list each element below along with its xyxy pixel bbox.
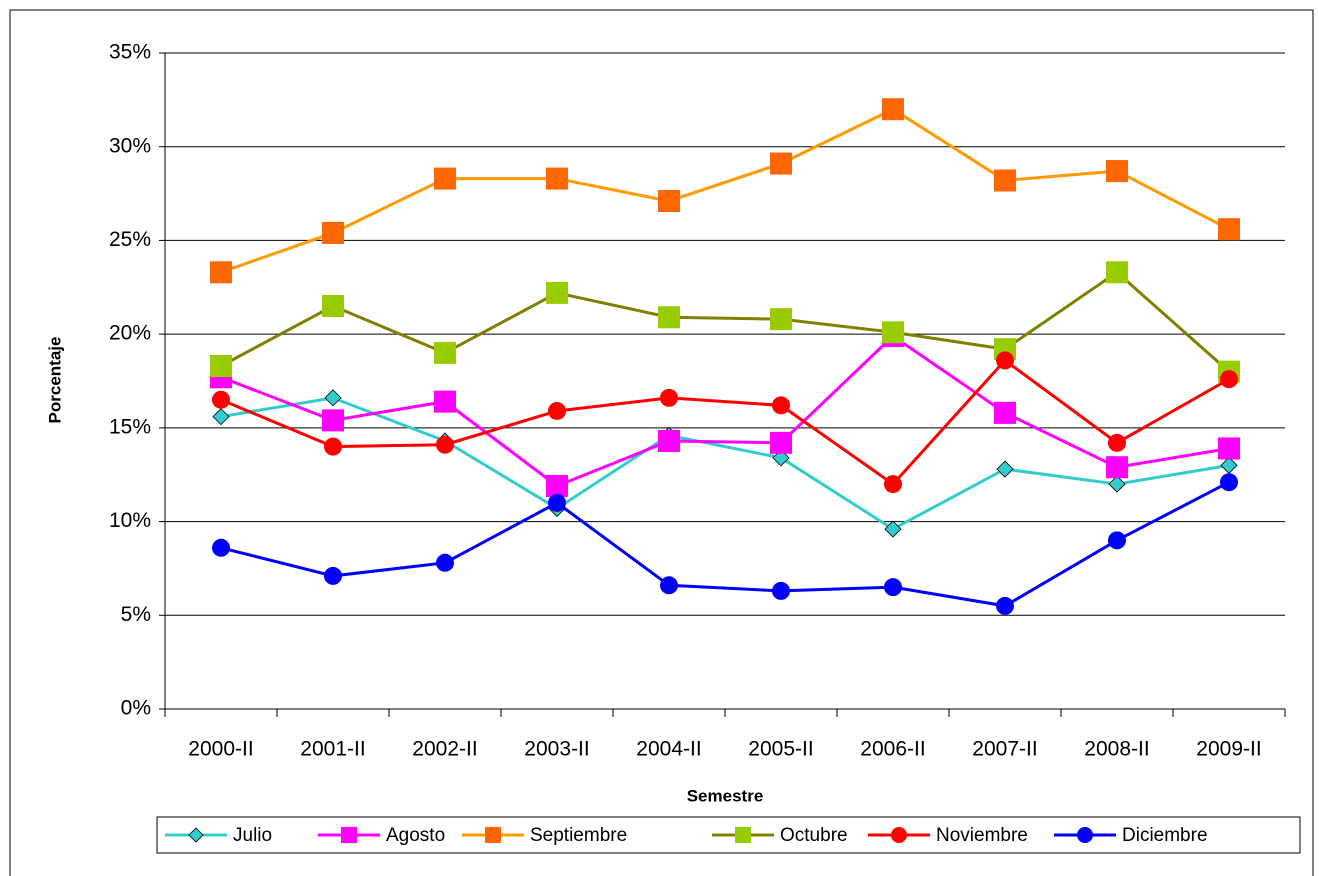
data-point (434, 341, 456, 364)
data-point (996, 460, 1014, 478)
data-point (770, 152, 792, 175)
data-point (1218, 218, 1240, 241)
series-line (220, 358, 1230, 487)
data-point (882, 98, 904, 121)
data-point (322, 409, 344, 432)
data-point (546, 474, 568, 497)
y-tick-label: 35% (109, 41, 151, 64)
data-point (324, 389, 342, 407)
x-tick-label: 2003-II (524, 738, 589, 761)
data-point (1220, 473, 1238, 492)
data-point (546, 167, 568, 190)
y-tick-label: 10% (109, 509, 151, 532)
data-point (548, 493, 566, 512)
legend-label: Septiembre (530, 825, 627, 846)
data-point (436, 435, 454, 454)
data-point (322, 221, 344, 244)
legend-label: Diciembre (1122, 825, 1208, 846)
data-point (994, 401, 1016, 424)
data-point (770, 308, 792, 331)
data-point (884, 578, 902, 597)
data-point (772, 581, 790, 600)
x-axis-title: Semestre (687, 786, 764, 805)
data-point (882, 321, 904, 344)
data-point (1108, 531, 1126, 550)
data-point (660, 388, 678, 407)
series-line (220, 107, 1230, 274)
data-point (1108, 433, 1126, 452)
y-tick-label: 0% (121, 697, 151, 720)
data-point (436, 553, 454, 572)
data-point (994, 169, 1016, 192)
x-tick-label: 2002-II (412, 738, 477, 761)
y-tick-label: 30% (109, 134, 151, 157)
data-point (1106, 160, 1128, 183)
series-line (220, 396, 1230, 531)
data-point (884, 475, 902, 494)
data-point (658, 306, 680, 329)
data-point (996, 596, 1014, 615)
legend-marker (341, 827, 357, 843)
data-point (770, 431, 792, 454)
data-point (434, 167, 456, 190)
legend-label: Octubre (780, 825, 848, 846)
legend-label: Noviembre (936, 825, 1028, 846)
data-point (324, 437, 342, 456)
x-tick-label: 2004-II (636, 738, 701, 761)
data-point (658, 429, 680, 452)
data-point (772, 396, 790, 415)
x-tick-label: 2005-II (748, 738, 813, 761)
series-line (220, 270, 1230, 373)
x-tick-label: 2000-II (188, 738, 253, 761)
legend-marker (891, 827, 907, 843)
data-point (1220, 370, 1238, 389)
y-tick-label: 25% (109, 228, 151, 251)
data-point (210, 355, 232, 378)
legend-label: Agosto (386, 825, 445, 846)
y-axis-title: Porcentaje (45, 337, 64, 424)
data-point (996, 351, 1014, 370)
data-point (434, 390, 456, 413)
legend-label: Julio (233, 825, 272, 846)
x-tick-label: 2009-II (1196, 738, 1261, 761)
data-point (1106, 456, 1128, 479)
legend-marker (485, 827, 501, 843)
data-point (210, 261, 232, 284)
data-point (322, 295, 344, 318)
x-tick-label: 2008-II (1084, 738, 1149, 761)
legend-marker (1077, 827, 1093, 843)
x-tick-label: 2001-II (300, 738, 365, 761)
y-tick-label: 20% (109, 322, 151, 345)
x-tick-label: 2006-II (860, 738, 925, 761)
series-line (220, 480, 1230, 608)
series-line (220, 334, 1230, 488)
y-tick-label: 5% (121, 603, 151, 626)
y-tick-label: 15% (109, 415, 151, 438)
data-point (548, 401, 566, 420)
data-point (1106, 261, 1128, 284)
data-point (660, 576, 678, 595)
data-point (212, 408, 230, 426)
data-point (324, 566, 342, 585)
data-point (212, 538, 230, 557)
data-point (658, 190, 680, 213)
data-point (884, 520, 902, 538)
data-point (212, 390, 230, 409)
x-tick-label: 2007-II (972, 738, 1037, 761)
data-point (1108, 475, 1126, 493)
data-point (1218, 437, 1240, 460)
legend-marker (188, 827, 204, 843)
data-point (546, 281, 568, 304)
legend-marker (735, 827, 751, 843)
